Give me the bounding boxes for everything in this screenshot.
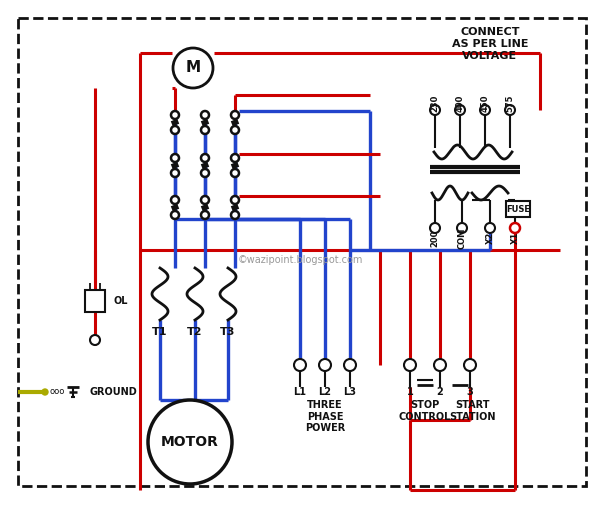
- Circle shape: [464, 359, 476, 371]
- Text: COM: COM: [457, 227, 466, 248]
- Circle shape: [231, 169, 239, 177]
- Circle shape: [90, 335, 100, 345]
- Text: L1: L1: [293, 387, 307, 397]
- Circle shape: [201, 111, 209, 119]
- Text: GROUND: GROUND: [90, 387, 138, 397]
- Circle shape: [201, 154, 209, 162]
- Bar: [85, 290, 105, 312]
- Circle shape: [505, 105, 515, 115]
- Text: X2: X2: [485, 232, 494, 244]
- Circle shape: [148, 400, 232, 484]
- Text: 1: 1: [407, 387, 413, 397]
- Text: AS PER LINE: AS PER LINE: [452, 39, 528, 49]
- Circle shape: [171, 196, 179, 204]
- Circle shape: [480, 105, 490, 115]
- Text: X1: X1: [511, 232, 520, 244]
- Text: L2: L2: [318, 387, 332, 397]
- Text: OL: OL: [113, 296, 128, 306]
- Circle shape: [201, 169, 209, 177]
- Circle shape: [231, 211, 239, 219]
- Circle shape: [231, 154, 239, 162]
- Text: 200: 200: [431, 229, 439, 246]
- Text: 2: 2: [437, 387, 443, 397]
- Circle shape: [231, 196, 239, 204]
- Text: 575: 575: [506, 94, 514, 112]
- Circle shape: [457, 223, 467, 233]
- Text: 450: 450: [480, 94, 489, 112]
- Circle shape: [201, 126, 209, 134]
- Text: ©wazipoint.blogspot.com: ©wazipoint.blogspot.com: [237, 255, 362, 265]
- Bar: [506, 201, 530, 217]
- Circle shape: [201, 196, 209, 204]
- Circle shape: [510, 223, 520, 233]
- Text: L3: L3: [344, 387, 356, 397]
- Text: STOP
CONTROL: STOP CONTROL: [399, 400, 451, 422]
- Text: 400: 400: [456, 94, 465, 112]
- Text: T1: T1: [152, 327, 168, 337]
- Text: CONNECT: CONNECT: [460, 27, 520, 37]
- Circle shape: [231, 111, 239, 119]
- Circle shape: [171, 111, 179, 119]
- Circle shape: [42, 389, 48, 395]
- Circle shape: [344, 359, 356, 371]
- Circle shape: [404, 359, 416, 371]
- Text: T2: T2: [188, 327, 203, 337]
- Circle shape: [171, 169, 179, 177]
- Circle shape: [430, 223, 440, 233]
- Text: THREE
PHASE
POWER: THREE PHASE POWER: [305, 400, 345, 433]
- Circle shape: [201, 211, 209, 219]
- Text: ooo: ooo: [50, 387, 65, 396]
- Circle shape: [319, 359, 331, 371]
- Text: T3: T3: [220, 327, 236, 337]
- Text: VOLTAGE: VOLTAGE: [462, 51, 517, 61]
- Circle shape: [171, 211, 179, 219]
- Text: FUSE: FUSE: [506, 206, 530, 215]
- Text: MOTOR: MOTOR: [161, 435, 219, 449]
- Circle shape: [434, 359, 446, 371]
- Circle shape: [171, 126, 179, 134]
- Circle shape: [455, 105, 465, 115]
- Circle shape: [430, 105, 440, 115]
- Circle shape: [231, 126, 239, 134]
- Text: M: M: [186, 61, 201, 76]
- Text: 3: 3: [466, 387, 473, 397]
- Circle shape: [173, 48, 213, 88]
- Circle shape: [171, 154, 179, 162]
- Text: START
STATION: START STATION: [449, 400, 495, 422]
- Circle shape: [485, 223, 495, 233]
- Text: 230: 230: [431, 94, 439, 112]
- Circle shape: [294, 359, 306, 371]
